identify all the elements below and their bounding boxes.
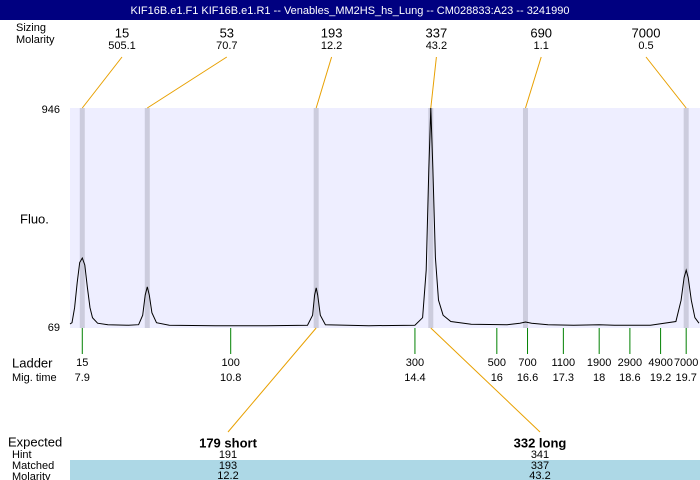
ladder-time: 14.4 [404, 372, 425, 384]
ladder-size: 1900 [587, 357, 611, 369]
ladder-time: 10.8 [220, 372, 241, 384]
title-bar [0, 0, 700, 20]
peak-molarity: 0.5 [638, 40, 653, 52]
ladder-time: 18 [593, 372, 605, 384]
product-name: 332 long [514, 435, 567, 450]
peak-band [428, 108, 434, 328]
ladder-time: 19.7 [675, 372, 696, 384]
y-axis-label: Fluo. [20, 211, 49, 226]
ladder-size: 700 [518, 357, 536, 369]
ladder-time: 17.3 [553, 372, 574, 384]
peak-connector [430, 56, 437, 109]
peak-connector [81, 56, 123, 109]
row-label: Molarity [16, 34, 55, 46]
y-tick-label: 69 [48, 322, 60, 334]
y-tick-label: 946 [42, 104, 60, 116]
row-label: Mig. time [12, 372, 57, 384]
ladder-time: 16.6 [517, 372, 538, 384]
peak-molarity: 1.1 [534, 40, 549, 52]
product-matched: 193 [219, 460, 237, 472]
matched-band [70, 460, 700, 480]
ladder-size: 500 [488, 357, 506, 369]
peak-band [683, 108, 689, 328]
peak-molarity: 70.7 [216, 40, 237, 52]
ladder-size: 2900 [618, 357, 642, 369]
ladder-size: 4900 [648, 357, 672, 369]
peak-band [522, 108, 528, 328]
row-label: Matched [12, 460, 54, 472]
peak-band [313, 108, 319, 328]
peak-molarity: 505.1 [108, 40, 136, 52]
ladder-size: 7000 [674, 357, 698, 369]
ladder-size: 100 [222, 357, 240, 369]
ladder-time: 16 [491, 372, 503, 384]
product-matched: 337 [531, 460, 549, 472]
peak-size: 193 [321, 25, 343, 40]
peak-connector [525, 56, 542, 109]
window-title: KIF16B.e1.F1 KIF16B.e1.R1 -- Venables_MM… [130, 5, 569, 17]
product-molarity: 12.2 [217, 470, 238, 480]
row-label: Molarity [12, 471, 51, 480]
plot-area [70, 108, 700, 328]
product-hint: 191 [219, 449, 237, 461]
peak-size: 53 [220, 25, 234, 40]
ladder-time: 7.9 [75, 372, 90, 384]
row-label: Ladder [12, 355, 53, 370]
ladder-size: 300 [406, 357, 424, 369]
peak-size: 7000 [632, 25, 661, 40]
ladder-size: 15 [76, 357, 88, 369]
product-connector [430, 327, 541, 433]
peak-connector [315, 56, 333, 109]
peak-size: 690 [530, 25, 552, 40]
expected-label: Expected [8, 434, 62, 449]
peak-band [79, 108, 85, 328]
product-hint: 341 [531, 449, 549, 461]
peak-connector [645, 56, 687, 109]
ladder-size: 1100 [552, 357, 576, 369]
trace [69, 107, 700, 327]
ladder-time: 18.6 [619, 372, 640, 384]
product-molarity: 43.2 [529, 470, 550, 480]
product-connector [227, 327, 317, 433]
peak-molarity: 43.2 [426, 40, 447, 52]
peak-molarity: 12.2 [321, 40, 342, 52]
peak-band [144, 108, 150, 328]
peak-size: 337 [426, 25, 448, 40]
row-label: Sizing [16, 22, 46, 34]
product-name: 179 short [199, 435, 257, 450]
row-label: Hint [12, 449, 32, 461]
peak-size: 15 [115, 25, 129, 40]
ladder-time: 19.2 [650, 372, 671, 384]
peak-connector [147, 56, 228, 109]
